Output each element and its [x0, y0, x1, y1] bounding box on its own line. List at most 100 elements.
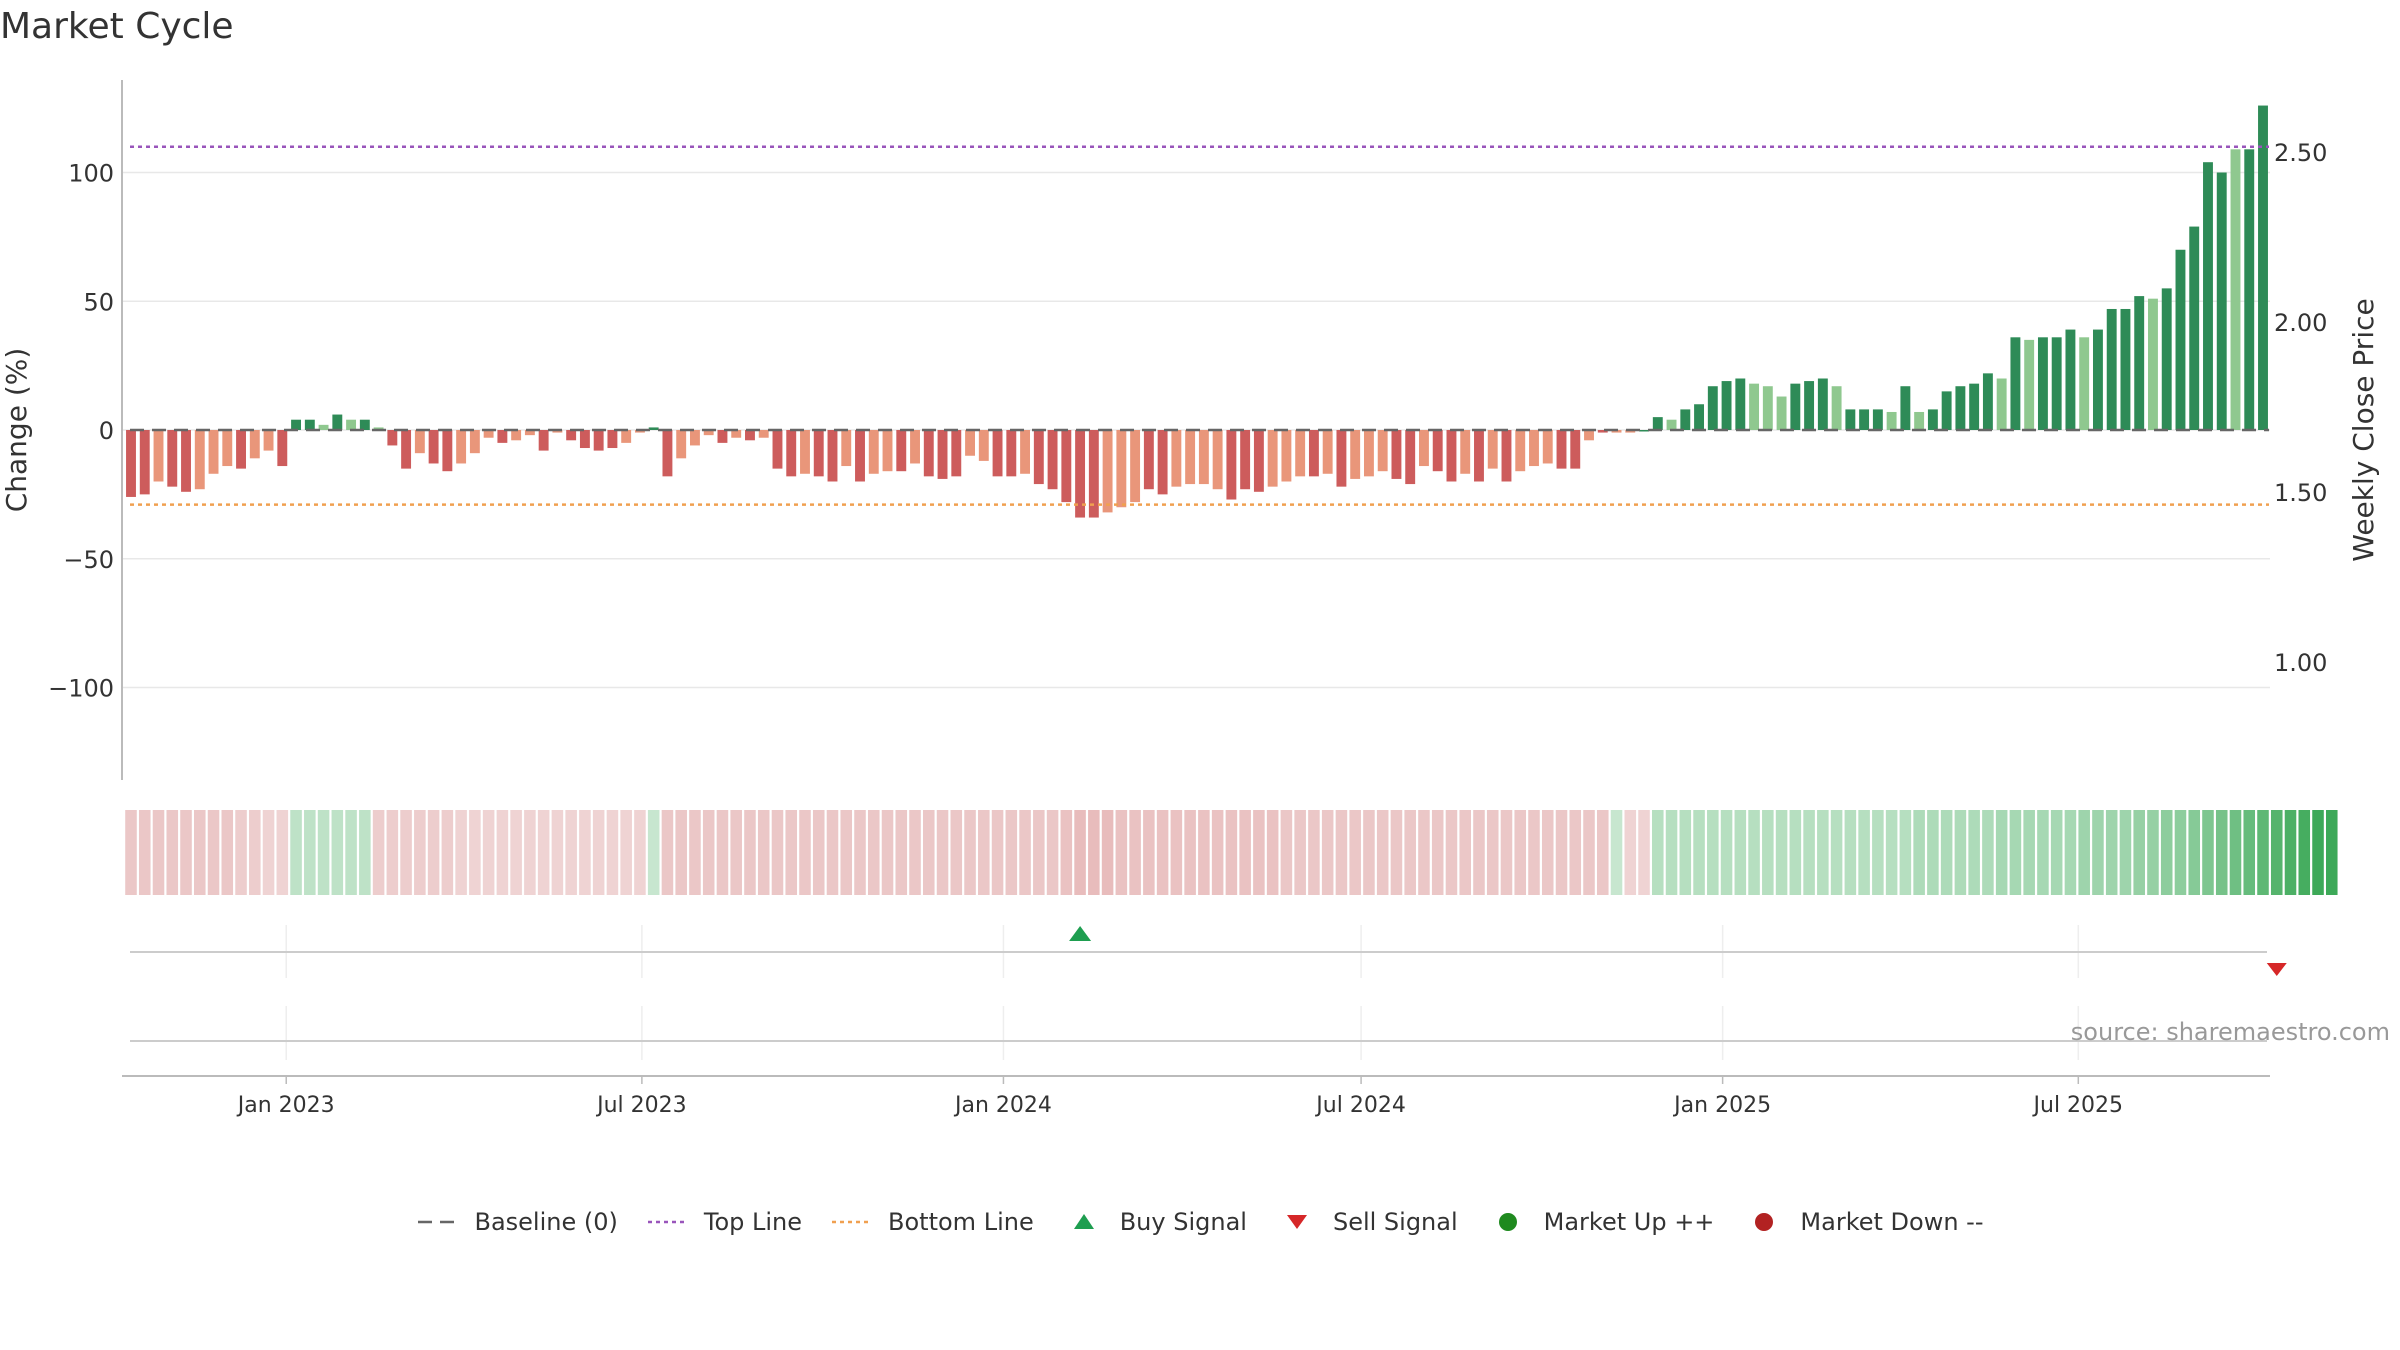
heat-cell — [1817, 810, 1829, 895]
bar — [153, 430, 164, 482]
heat-cell — [414, 810, 426, 895]
legend-symbol — [418, 1220, 459, 1224]
bar — [1804, 381, 1815, 430]
heat-cell — [496, 810, 509, 895]
bar — [1061, 430, 1072, 503]
heat-cell — [262, 810, 275, 895]
bar — [1776, 396, 1787, 430]
bar — [951, 430, 962, 477]
bar — [1914, 411, 1925, 430]
heat-cell — [1762, 810, 1774, 895]
bar — [249, 430, 260, 459]
reference-lines — [130, 145, 2269, 506]
heat-cell — [2023, 810, 2035, 895]
heat-cell — [881, 810, 894, 895]
heat-cell — [1528, 810, 1540, 895]
bar — [621, 430, 632, 443]
bar — [511, 430, 522, 441]
bar — [1529, 430, 1539, 467]
bar — [1694, 404, 1705, 430]
bar — [772, 430, 783, 469]
heat-cell — [1858, 810, 1870, 895]
heat-cell — [606, 810, 619, 895]
heat-cell — [675, 810, 687, 895]
bar — [676, 430, 687, 459]
heat-cell — [2105, 810, 2118, 895]
heat-cell — [2215, 810, 2228, 895]
bar — [1419, 430, 1429, 467]
heat-cell — [1995, 810, 2008, 895]
heat-cell — [304, 810, 316, 895]
heat-cell — [2229, 810, 2242, 895]
bar — [552, 430, 563, 433]
heat-cell — [812, 810, 825, 895]
bar — [1474, 430, 1484, 482]
bar — [2065, 329, 2076, 430]
bar — [2037, 337, 2048, 430]
heat-cell — [950, 810, 963, 895]
bar — [1927, 409, 1938, 430]
heat-cell — [2092, 810, 2104, 895]
heat-cell — [345, 810, 357, 895]
bar — [717, 430, 728, 443]
heat-cell — [716, 810, 729, 895]
signal-panel — [130, 925, 2287, 1060]
heat-cell — [2325, 810, 2338, 895]
heat-cell — [1830, 810, 1843, 895]
heat-cell — [744, 810, 756, 895]
legend-label: Market Up ++ — [1543, 1208, 1715, 1236]
heat-cell — [1596, 810, 1609, 895]
y-tick-label: −50 — [63, 546, 114, 574]
heat-cell — [1019, 810, 1031, 895]
heat-cell — [1253, 810, 1265, 895]
heat-cell — [1088, 810, 1100, 895]
heat-cell — [2202, 810, 2214, 895]
bar — [1652, 417, 1663, 430]
heat-cell — [854, 810, 866, 895]
bar — [868, 430, 879, 474]
bar — [1955, 386, 1966, 430]
heat-cell — [1638, 810, 1650, 895]
bar — [1336, 430, 1347, 487]
heat-cell — [1349, 810, 1361, 895]
heat-cell — [1280, 810, 1293, 895]
heat-cell — [2037, 810, 2049, 895]
bar — [1666, 419, 1677, 430]
heat-cell — [1445, 810, 1458, 895]
bar — [1212, 430, 1223, 490]
bar — [2189, 226, 2200, 430]
heat-cell — [276, 810, 289, 895]
bar — [2024, 339, 2035, 430]
heat-cell — [895, 810, 908, 895]
heat-cell — [331, 810, 344, 895]
legend-symbol — [1498, 1213, 1517, 1231]
bar — [483, 430, 494, 438]
bar — [827, 430, 838, 482]
heat-cell — [840, 810, 853, 895]
bar — [2148, 298, 2158, 430]
heat-cell — [634, 810, 646, 895]
heat-cell — [1652, 810, 1664, 895]
bar — [855, 430, 865, 482]
heat-cell — [537, 810, 550, 895]
y2-tick-label: 1.50 — [2274, 479, 2327, 507]
y2-tick-label: 1.00 — [2274, 649, 2327, 677]
bar — [566, 430, 577, 441]
bar — [1982, 373, 1993, 430]
bar — [923, 430, 934, 477]
bar — [2258, 105, 2268, 431]
heat-cell — [1308, 810, 1320, 895]
bar — [1542, 430, 1553, 464]
bar — [2216, 172, 2227, 430]
bar — [1047, 430, 1058, 490]
axes-layer: 100 50 0 −50 −100 2.50 2.00 1.50 1.00 — [48, 80, 2327, 780]
bar — [1735, 378, 1746, 430]
bar — [167, 430, 178, 487]
source-credit: source: sharemaestro.com — [2070, 1018, 2390, 1046]
bar — [1584, 430, 1594, 441]
bar — [1749, 383, 1760, 430]
bar — [1790, 383, 1801, 430]
legend-symbol — [1286, 1215, 1307, 1229]
heat-cell — [1418, 810, 1430, 895]
legend-label: Market Down -- — [1800, 1208, 1984, 1236]
